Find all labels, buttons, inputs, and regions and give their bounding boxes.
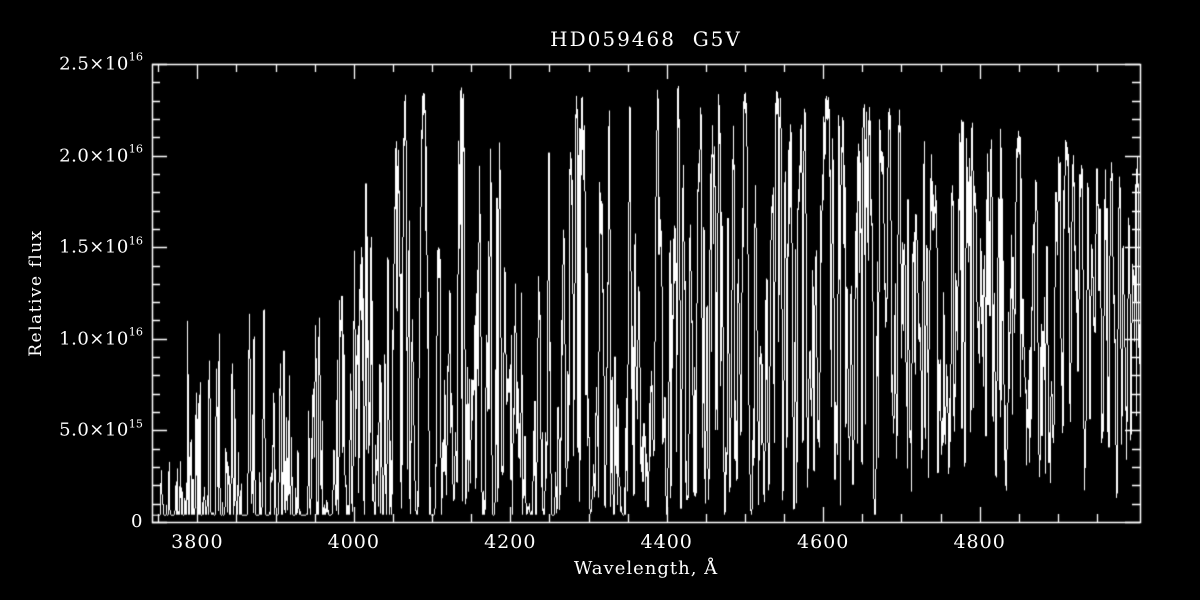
y-tick-label: 1.5×1016 (59, 234, 143, 258)
x-tick-label: 4000 (327, 531, 380, 553)
y-tick-label: 2.5×1016 (59, 50, 143, 75)
x-tick-label: 4600 (796, 531, 850, 553)
x-axis-label: Wavelength, Å (573, 558, 719, 579)
chart-title: HD059468 G5V (550, 27, 742, 51)
y-axis-label: Relative flux (26, 229, 46, 357)
x-tick-label: 3800 (171, 531, 224, 553)
x-tick-label: 4200 (484, 531, 537, 553)
y-tick-label: 1.0×1016 (59, 325, 143, 350)
x-tick-label: 4400 (640, 531, 693, 553)
y-tick-label: 2.0×1016 (59, 142, 143, 167)
y-tick-label: 5.0×1015 (59, 417, 143, 441)
x-tick-label: 4800 (953, 531, 1006, 553)
y-tick-label: 0 (131, 511, 143, 533)
